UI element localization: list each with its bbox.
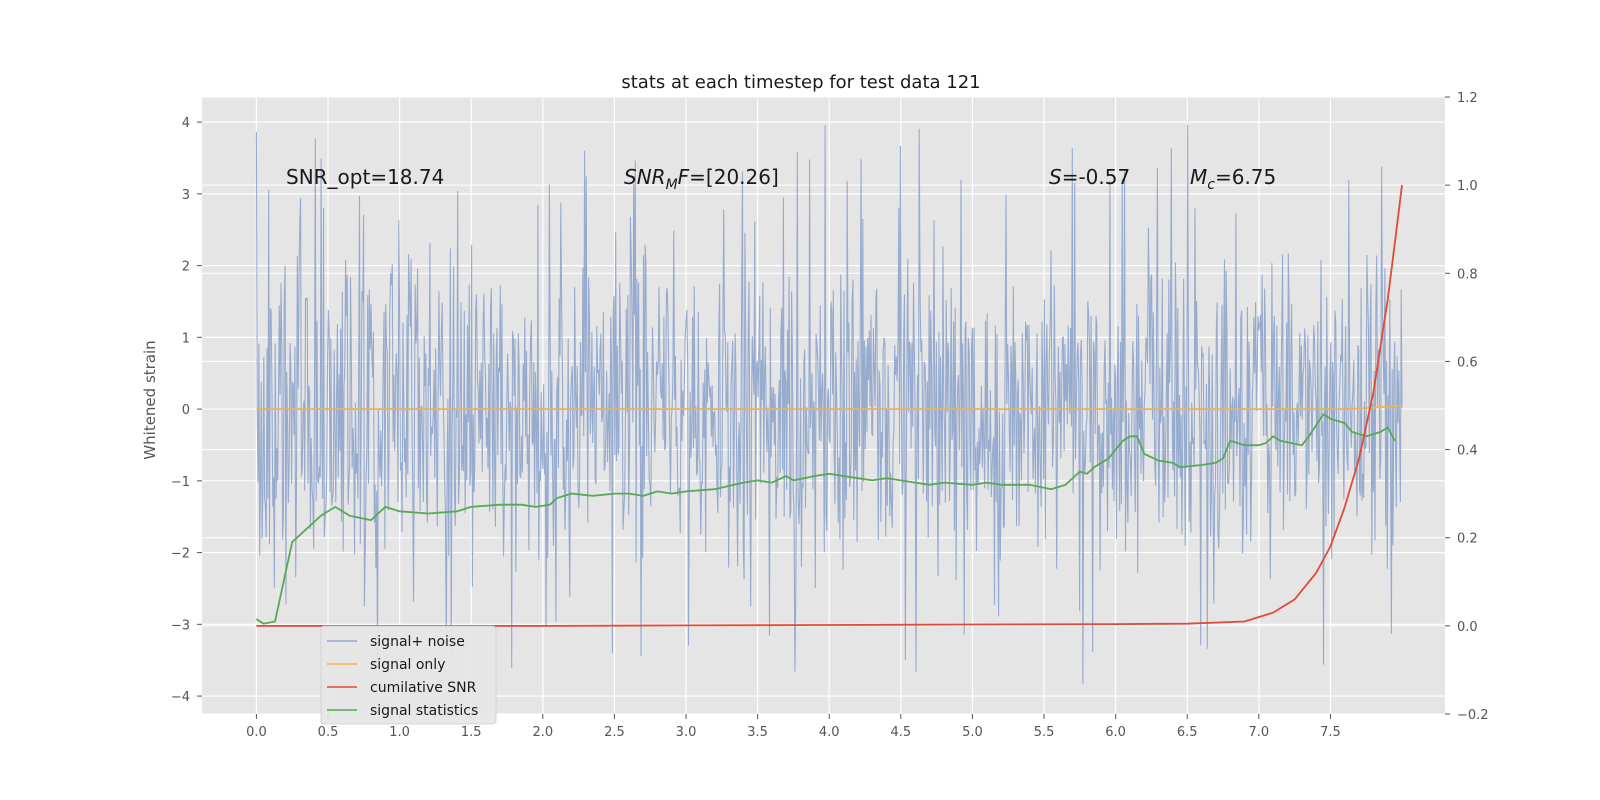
y-tick-label: −4 bbox=[171, 690, 190, 705]
signal-only-line bbox=[256, 404, 1403, 410]
y2-tick-label: 0.6 bbox=[1457, 355, 1478, 370]
y-tick-label: 0 bbox=[182, 403, 190, 418]
legend-label-signal-statistics: signal statistics bbox=[370, 703, 478, 719]
x-tick-label: 6.0 bbox=[1105, 725, 1126, 740]
y2-tick-label: 0.2 bbox=[1457, 532, 1478, 547]
legend-box bbox=[320, 625, 497, 725]
annotation-snr-opt: SNR_opt=18.74 bbox=[286, 165, 444, 189]
x-tick-label: 3.0 bbox=[676, 725, 697, 740]
signal-noise-line bbox=[255, 124, 1403, 685]
x-tick-label: 7.5 bbox=[1320, 725, 1341, 740]
chart-title: stats at each timestep for test data 121 bbox=[621, 72, 980, 93]
x-tick-label: 5.0 bbox=[962, 725, 983, 740]
legend-label-signal-noise: signal+ noise bbox=[370, 634, 465, 650]
x-tick-label: 1.0 bbox=[389, 725, 410, 740]
y2-tick-label: 0.0 bbox=[1457, 620, 1478, 635]
series-signal-noise bbox=[255, 124, 1403, 685]
y-tick-label: −1 bbox=[171, 475, 190, 490]
y-tick-label: 3 bbox=[182, 188, 190, 203]
x-tick-label: 2.0 bbox=[532, 725, 553, 740]
y2-tick-label: 1.2 bbox=[1457, 91, 1478, 106]
x-tick-label: 2.5 bbox=[604, 725, 625, 740]
y2-tick-label: 1.0 bbox=[1457, 179, 1478, 194]
y2-tick-label: 0.8 bbox=[1457, 267, 1478, 282]
annotation-snr-mf: SNRMF=[20.26] bbox=[624, 165, 779, 193]
cumulative-snr-line bbox=[256, 184, 1403, 627]
x-tick-label: 5.5 bbox=[1034, 725, 1055, 740]
legend-label-signal-only: signal only bbox=[370, 657, 445, 673]
y-tick-label: 1 bbox=[182, 331, 190, 346]
legend: signal+ noise signal only cumilative SNR… bbox=[320, 625, 497, 725]
signal-statistics-line bbox=[255, 413, 1396, 625]
y-tick-label: −2 bbox=[171, 547, 190, 562]
y-tick-label: 4 bbox=[182, 116, 190, 131]
x-tick-label: 6.5 bbox=[1177, 725, 1198, 740]
y-tick-label: 2 bbox=[182, 260, 190, 275]
y-tick-label: −3 bbox=[171, 618, 190, 633]
x-tick-label: 4.5 bbox=[890, 725, 911, 740]
annotation-s: S=-0.57 bbox=[1049, 165, 1130, 189]
y-axis-label: Whitened strain bbox=[141, 340, 159, 459]
x-tick-label: 0.5 bbox=[318, 725, 339, 740]
x-tick-label: 3.5 bbox=[747, 725, 768, 740]
y2-tick-label: −0.2 bbox=[1457, 708, 1489, 723]
x-tick-label: 0.0 bbox=[246, 725, 267, 740]
x-tick-label: 4.0 bbox=[819, 725, 840, 740]
x-tick-label: 7.0 bbox=[1248, 725, 1269, 740]
x-tick-label: 1.5 bbox=[461, 725, 482, 740]
y2-tick-label: 0.4 bbox=[1457, 444, 1478, 459]
legend-label-cumulative-snr: cumilative SNR bbox=[370, 680, 477, 696]
annotation-mc: Mc=6.75 bbox=[1190, 165, 1276, 193]
